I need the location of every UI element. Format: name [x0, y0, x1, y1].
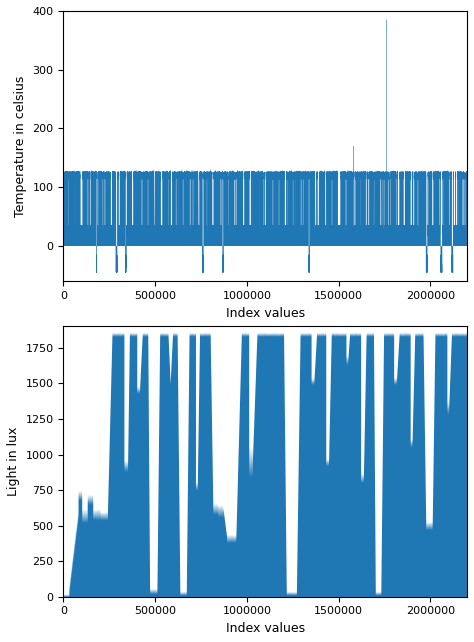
X-axis label: Index values: Index values	[226, 306, 305, 320]
Y-axis label: Temperature in celsius: Temperature in celsius	[14, 75, 27, 217]
X-axis label: Index values: Index values	[226, 622, 305, 635]
Y-axis label: Light in lux: Light in lux	[7, 427, 20, 496]
